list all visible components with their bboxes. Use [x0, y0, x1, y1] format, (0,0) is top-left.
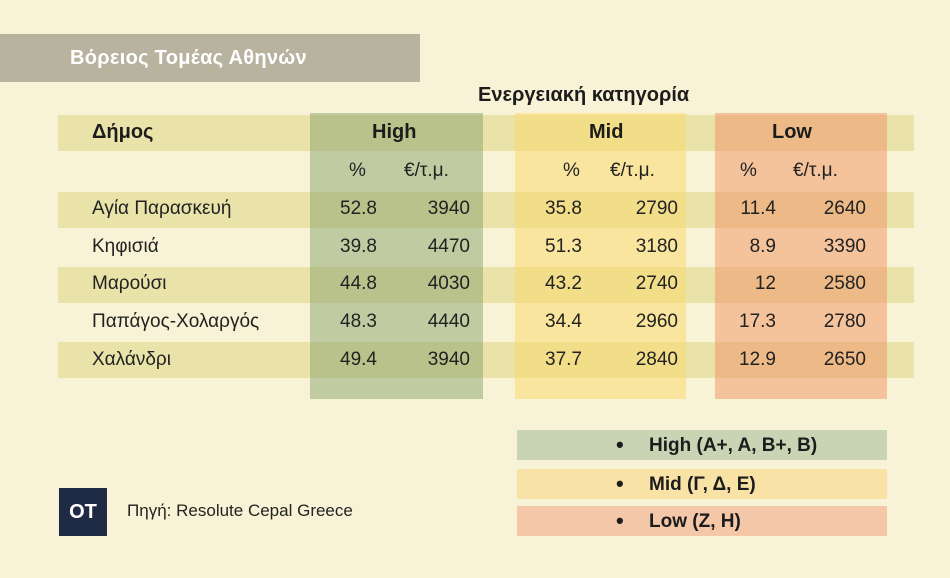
price-value: 2960: [635, 311, 678, 332]
price-value: 2780: [823, 311, 866, 332]
price-value: 3940: [427, 198, 470, 219]
pct-value: 12.9: [739, 349, 776, 370]
price-value: 2740: [635, 273, 678, 294]
municipality-name: Παπάγος-Χολαργός: [92, 311, 260, 332]
pct-value: 35.8: [545, 198, 582, 219]
subheader-pct: %: [349, 160, 366, 181]
pct-value: 51.3: [545, 236, 582, 257]
legend-mid-label: Mid (Γ, Δ, Ε): [649, 474, 756, 495]
pct-value: 43.2: [545, 273, 582, 294]
price-value: 3940: [427, 349, 470, 370]
subheader-pct: %: [740, 160, 757, 181]
chart-title: Βόρειος Τομέας Αθηνών: [70, 47, 307, 69]
subheader-price: €/τ.μ.: [404, 160, 449, 181]
group-low-header: Low: [772, 121, 812, 143]
price-value: 2640: [823, 198, 866, 219]
legend-low-box: [517, 506, 887, 536]
municipality-name: Κηφισιά: [92, 236, 159, 257]
legend-high-label: High (A+, A, B+, B): [649, 435, 818, 456]
price-value: 2580: [823, 273, 866, 294]
high-column-band: [310, 113, 483, 399]
bullet-icon: •: [616, 508, 624, 533]
row-header: Δήμος: [92, 121, 154, 143]
price-value: 3390: [823, 236, 866, 257]
low-column-band: [715, 113, 887, 399]
pct-value: 8.9: [749, 236, 776, 257]
source-note: Πηγή: Resolute Cepal Greece: [127, 501, 353, 520]
price-value: 2840: [635, 349, 678, 370]
ot-logo: OT: [59, 488, 107, 536]
pct-value: 17.3: [739, 311, 776, 332]
pct-value: 34.4: [545, 311, 582, 332]
pct-value: 48.3: [340, 311, 377, 332]
bullet-icon: •: [616, 432, 624, 457]
subheader-price: €/τ.μ.: [610, 160, 655, 181]
title-banner: [0, 34, 420, 82]
price-value: 2650: [823, 349, 866, 370]
subheader-pct: %: [563, 160, 580, 181]
pct-value: 44.8: [340, 273, 377, 294]
municipality-name: Αγία Παρασκευή: [92, 198, 232, 219]
pct-value: 12: [754, 273, 776, 294]
group-high-header: High: [372, 121, 417, 143]
bullet-icon: •: [616, 471, 624, 496]
mid-column-band: [515, 113, 686, 399]
pct-value: 39.8: [340, 236, 377, 257]
pct-value: 11.4: [740, 198, 776, 219]
group-label: Ενεργειακή κατηγορία: [478, 84, 690, 106]
pct-value: 37.7: [545, 349, 582, 370]
price-value: 4030: [427, 273, 470, 294]
legend-low-label: Low (Z, H): [649, 511, 741, 532]
municipality-name: Μαρούσι: [92, 273, 167, 294]
legend-mid-box: [517, 469, 887, 499]
group-mid-header: Mid: [589, 121, 624, 143]
price-value: 4470: [427, 236, 470, 257]
price-value: 4440: [427, 311, 470, 332]
pct-value: 49.4: [340, 349, 377, 370]
price-value: 2790: [635, 198, 678, 219]
subheader-price: €/τ.μ.: [793, 160, 838, 181]
price-value: 3180: [635, 236, 678, 257]
pct-value: 52.8: [340, 198, 377, 219]
municipality-name: Χαλάνδρι: [92, 349, 171, 370]
legend-high-box: [517, 430, 887, 460]
